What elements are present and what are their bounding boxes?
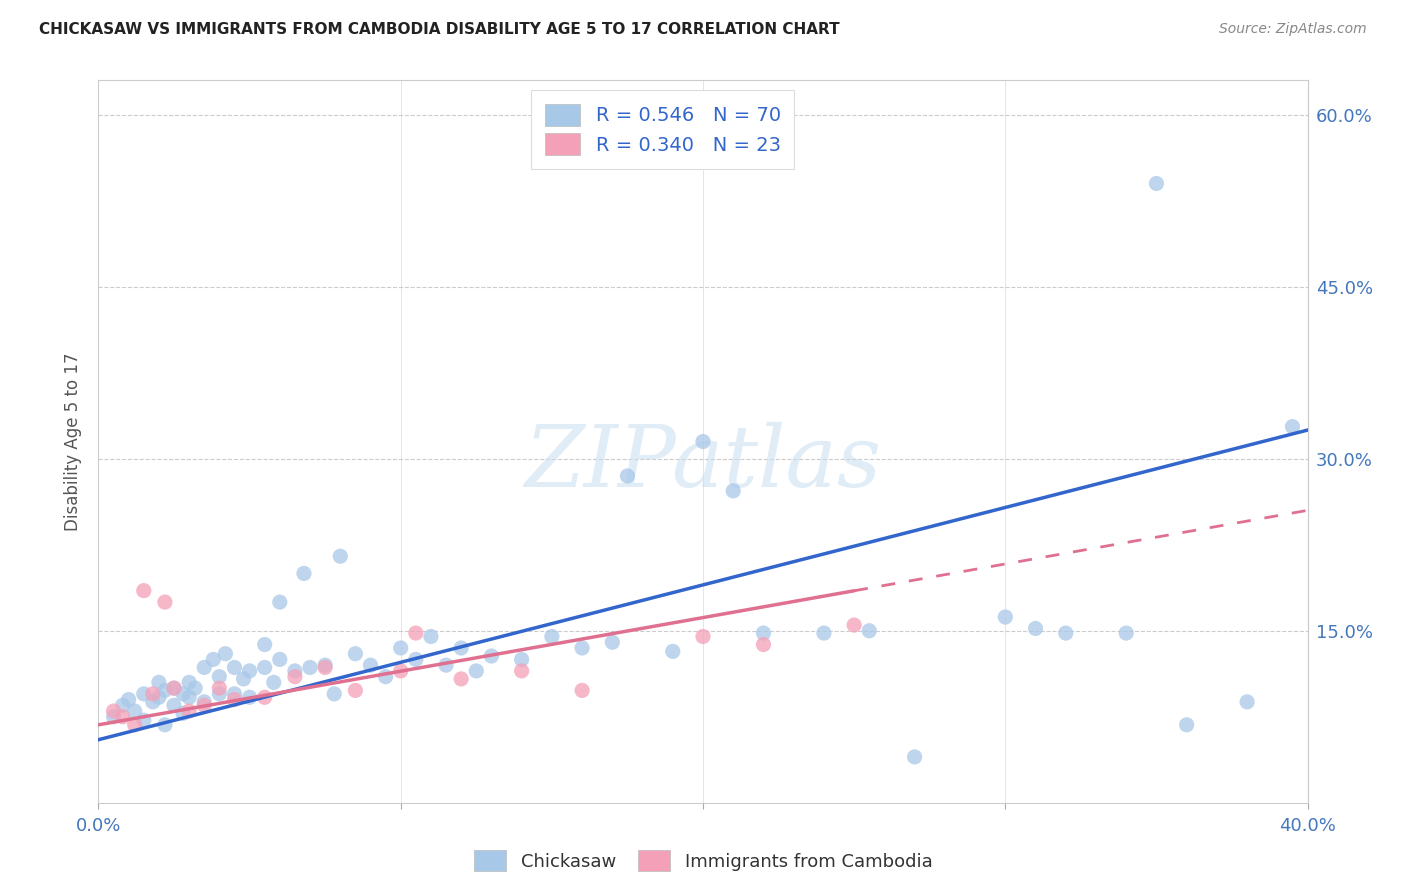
Point bbox=[103, 710, 125, 724]
Point bbox=[208, 681, 231, 695]
Text: Source: ZipAtlas.com: Source: ZipAtlas.com bbox=[1219, 22, 1367, 37]
Point bbox=[1175, 718, 1198, 732]
Point bbox=[239, 664, 262, 678]
Point bbox=[224, 660, 246, 674]
Point bbox=[224, 687, 246, 701]
Point bbox=[540, 630, 562, 644]
Point bbox=[314, 658, 336, 673]
Point bbox=[172, 706, 194, 721]
Point bbox=[434, 658, 457, 673]
Point bbox=[405, 652, 427, 666]
Point bbox=[1144, 177, 1167, 191]
Point bbox=[389, 664, 412, 678]
Point bbox=[420, 630, 443, 644]
Point bbox=[813, 626, 835, 640]
Point bbox=[208, 687, 231, 701]
Point bbox=[163, 681, 186, 695]
Point bbox=[481, 648, 503, 663]
Point bbox=[314, 660, 336, 674]
Point bbox=[1054, 626, 1077, 640]
Point bbox=[179, 704, 201, 718]
Point bbox=[269, 595, 291, 609]
Legend: R = 0.546   N = 70, R = 0.340   N = 23: R = 0.546 N = 70, R = 0.340 N = 23 bbox=[531, 90, 794, 169]
Point bbox=[571, 683, 593, 698]
Point bbox=[269, 652, 291, 666]
Point bbox=[111, 710, 134, 724]
Point bbox=[661, 644, 683, 658]
Point bbox=[193, 660, 215, 674]
Point bbox=[172, 687, 194, 701]
Point bbox=[844, 618, 866, 632]
Point bbox=[616, 469, 638, 483]
Point bbox=[124, 718, 146, 732]
Point bbox=[263, 675, 285, 690]
Point bbox=[132, 583, 155, 598]
Point bbox=[184, 681, 207, 695]
Point bbox=[299, 660, 322, 674]
Point bbox=[148, 690, 170, 705]
Point bbox=[239, 690, 262, 705]
Point bbox=[465, 664, 488, 678]
Point bbox=[752, 638, 775, 652]
Point bbox=[111, 698, 134, 713]
Point bbox=[142, 695, 165, 709]
Point bbox=[163, 681, 186, 695]
Point bbox=[153, 718, 176, 732]
Point bbox=[224, 692, 246, 706]
Point bbox=[1236, 695, 1258, 709]
Point bbox=[1281, 419, 1303, 434]
Point bbox=[208, 670, 231, 684]
Point bbox=[323, 687, 346, 701]
Point bbox=[510, 664, 533, 678]
Point bbox=[571, 640, 593, 655]
Point bbox=[374, 670, 396, 684]
Y-axis label: Disability Age 5 to 17: Disability Age 5 to 17 bbox=[63, 352, 82, 531]
Point bbox=[450, 672, 472, 686]
Point bbox=[723, 483, 745, 498]
Point bbox=[360, 658, 382, 673]
Point bbox=[510, 652, 533, 666]
Text: CHICKASAW VS IMMIGRANTS FROM CAMBODIA DISABILITY AGE 5 TO 17 CORRELATION CHART: CHICKASAW VS IMMIGRANTS FROM CAMBODIA DI… bbox=[39, 22, 839, 37]
Point bbox=[344, 647, 367, 661]
Point bbox=[752, 626, 775, 640]
Point bbox=[329, 549, 352, 564]
Legend: Chickasaw, Immigrants from Cambodia: Chickasaw, Immigrants from Cambodia bbox=[467, 843, 939, 879]
Point bbox=[179, 675, 201, 690]
Point bbox=[179, 690, 201, 705]
Point bbox=[405, 626, 427, 640]
Point bbox=[292, 566, 315, 581]
Point bbox=[284, 670, 307, 684]
Point bbox=[904, 750, 927, 764]
Point bbox=[163, 698, 186, 713]
Point bbox=[450, 640, 472, 655]
Point bbox=[389, 640, 412, 655]
Point bbox=[692, 434, 714, 449]
Point bbox=[253, 690, 276, 705]
Point bbox=[193, 698, 215, 713]
Point bbox=[202, 652, 225, 666]
Point bbox=[344, 683, 367, 698]
Point bbox=[284, 664, 307, 678]
Point bbox=[253, 660, 276, 674]
Point bbox=[1024, 622, 1046, 636]
Point bbox=[148, 675, 170, 690]
Point bbox=[214, 647, 236, 661]
Point bbox=[1115, 626, 1137, 640]
Point bbox=[994, 610, 1017, 624]
Point bbox=[132, 713, 155, 727]
Point bbox=[602, 635, 624, 649]
Point bbox=[153, 683, 176, 698]
Point bbox=[858, 624, 880, 638]
Point bbox=[124, 704, 146, 718]
Point bbox=[193, 695, 215, 709]
Point bbox=[142, 687, 165, 701]
Point bbox=[692, 630, 714, 644]
Point bbox=[153, 595, 176, 609]
Point bbox=[103, 704, 125, 718]
Point bbox=[253, 638, 276, 652]
Point bbox=[132, 687, 155, 701]
Point bbox=[232, 672, 254, 686]
Text: ZIPatlas: ZIPatlas bbox=[524, 422, 882, 505]
Point bbox=[118, 692, 141, 706]
